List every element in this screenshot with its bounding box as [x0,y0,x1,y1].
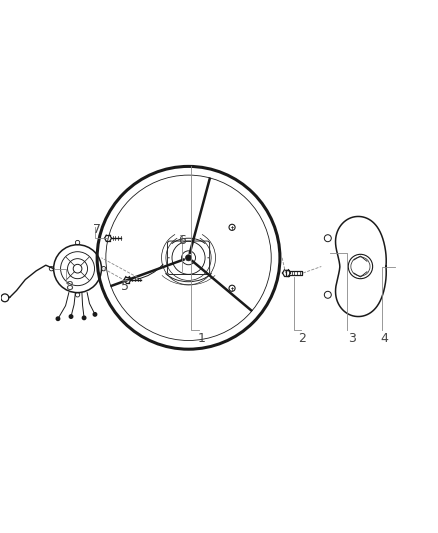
Circle shape [185,255,191,261]
Text: 2: 2 [298,332,306,345]
Circle shape [56,317,60,320]
Text: 8: 8 [65,280,73,293]
Text: 3: 3 [348,332,356,345]
Circle shape [73,264,82,273]
Circle shape [229,224,235,230]
Text: 4: 4 [381,332,389,345]
Circle shape [82,316,86,320]
Circle shape [229,285,235,292]
Circle shape [69,315,73,318]
Text: 7: 7 [93,223,101,236]
Text: 1: 1 [198,332,205,345]
Circle shape [93,313,97,316]
Text: 5: 5 [121,280,129,293]
Text: 6: 6 [178,234,186,247]
